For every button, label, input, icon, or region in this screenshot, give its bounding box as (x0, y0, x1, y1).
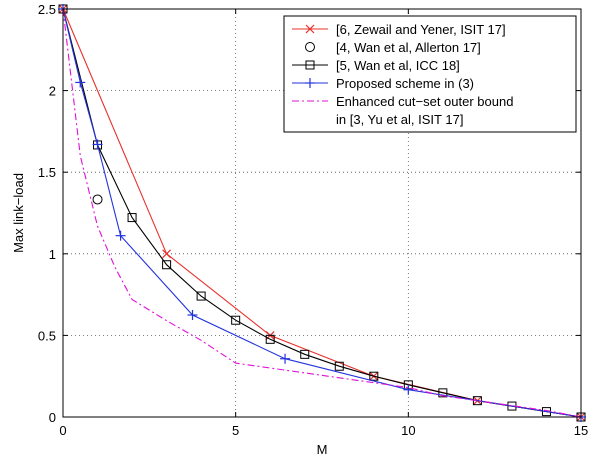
y-tick-label: 1.5 (38, 165, 56, 180)
data-point (280, 353, 291, 364)
x-tick-label: 5 (232, 423, 239, 438)
x-tick-label: 10 (401, 423, 415, 438)
data-point (92, 139, 103, 150)
data-point (334, 361, 344, 371)
series-1 (92, 194, 103, 205)
plot-frame (62, 8, 582, 418)
x-axis-label: M (317, 442, 328, 457)
y-tick-label: 2.5 (38, 2, 56, 17)
legend-label: [4, Wan et al, Allerton 17] (336, 40, 481, 55)
legend-entry-2: [5, Wan et al, ICC 18] (292, 58, 460, 73)
data-point (187, 310, 198, 320)
legend-label: [5, Wan et al, ICC 18] (336, 58, 460, 73)
x-marker-stroke (162, 249, 172, 259)
legend-label: Enhanced cut−set outer bound (336, 94, 513, 109)
data-point (438, 388, 448, 398)
data-point (162, 260, 172, 270)
data-point (265, 334, 275, 344)
y-tick-label: 1 (49, 247, 56, 262)
data-point (196, 291, 206, 301)
legend-box (283, 15, 577, 133)
ticks: 0 5 10 15 0 0.5 1 1.5 2 2.5 (38, 2, 588, 438)
legend-marker (305, 42, 315, 52)
x-tick-label: 0 (59, 423, 66, 438)
legend-entry-0: [6, Zewail and Yener, ISIT 17] (292, 22, 506, 37)
series-line (62, 8, 582, 418)
data-point (75, 77, 86, 88)
data-point (369, 371, 379, 381)
series-layer (58, 4, 586, 422)
data-point (115, 230, 126, 241)
data-point (231, 315, 241, 325)
legend-entry-3: Proposed scheme in (3) (292, 76, 474, 91)
data-point (92, 194, 103, 205)
series-4 (62, 8, 582, 418)
legend: [6, Zewail and Yener, ISIT 17] [4, Wan et… (283, 15, 577, 133)
data-point (300, 349, 310, 359)
x-tick-label: 15 (574, 423, 588, 438)
legend-label: in [3, Yu et al, ISIT 17] (336, 112, 463, 127)
x-marker-stroke (305, 24, 315, 34)
legend-marker (305, 78, 315, 88)
legend-entry-4: Enhanced cut−set outer bound in [3, Yu et… (292, 94, 513, 127)
y-axis-label: Max link−load (11, 173, 26, 253)
data-point (162, 249, 172, 259)
legend-entry-1: [4, Wan et al, Allerton 17] (305, 40, 481, 55)
y-tick-label: 0.5 (38, 328, 56, 343)
y-tick-label: 0 (49, 410, 56, 425)
data-point (403, 384, 414, 395)
data-point (127, 213, 137, 223)
legend-label: Proposed scheme in (3) (336, 76, 474, 91)
legend-marker (305, 60, 315, 70)
legend-label: [6, Zewail and Yener, ISIT 17] (336, 22, 506, 37)
legend-marker (305, 24, 315, 34)
y-tick-label: 2 (49, 84, 56, 99)
